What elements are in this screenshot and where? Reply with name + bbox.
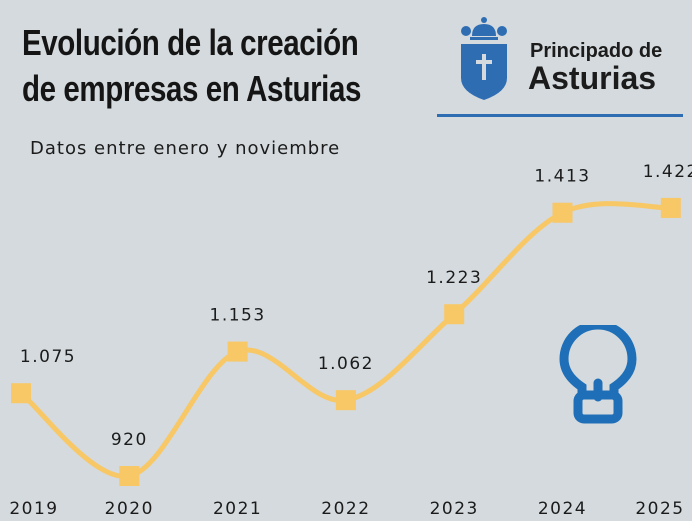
- data-point-2021: [227, 341, 248, 362]
- data-label-2021: 1.153: [210, 306, 266, 326]
- x-tick-label: 2020: [105, 499, 154, 519]
- logo-divider: [437, 114, 683, 117]
- data-point-2025: [660, 197, 681, 218]
- data-point-2024: [552, 202, 573, 223]
- chart-title: Evolución de la creación de empresas en …: [22, 20, 361, 112]
- data-label-2020: 920: [111, 430, 148, 450]
- data-point-2023: [444, 304, 465, 325]
- x-tick-label: 2024: [538, 499, 587, 519]
- asturias-shield-icon: [461, 17, 507, 100]
- subtitle: Datos entre enero y noviembre: [30, 138, 341, 159]
- data-point-2020: [119, 466, 140, 486]
- x-tick-label: 2023: [430, 499, 479, 519]
- data-label-2025: 1.422: [643, 162, 692, 182]
- data-label-2022: 1.062: [318, 354, 374, 374]
- data-label-2023: 1.223: [426, 268, 482, 288]
- data-label-2024: 1.413: [534, 167, 590, 187]
- data-point-2022: [335, 390, 356, 411]
- lightbulb-icon: [559, 325, 637, 424]
- logo-text-line1: Principado de: [530, 40, 663, 62]
- x-tick-label: 2022: [321, 499, 370, 519]
- data-point-2019: [11, 383, 31, 404]
- title-line-1: Evolución de la creación: [22, 22, 359, 63]
- data-label-2019: 1.075: [20, 347, 76, 367]
- x-tick-label: 2019: [9, 499, 58, 519]
- title-line-2: de empresas en Asturias: [22, 68, 361, 109]
- x-tick-label: 2021: [213, 499, 262, 519]
- x-tick-label: 2025: [635, 499, 684, 519]
- logo-text-line2: Asturias: [528, 60, 657, 96]
